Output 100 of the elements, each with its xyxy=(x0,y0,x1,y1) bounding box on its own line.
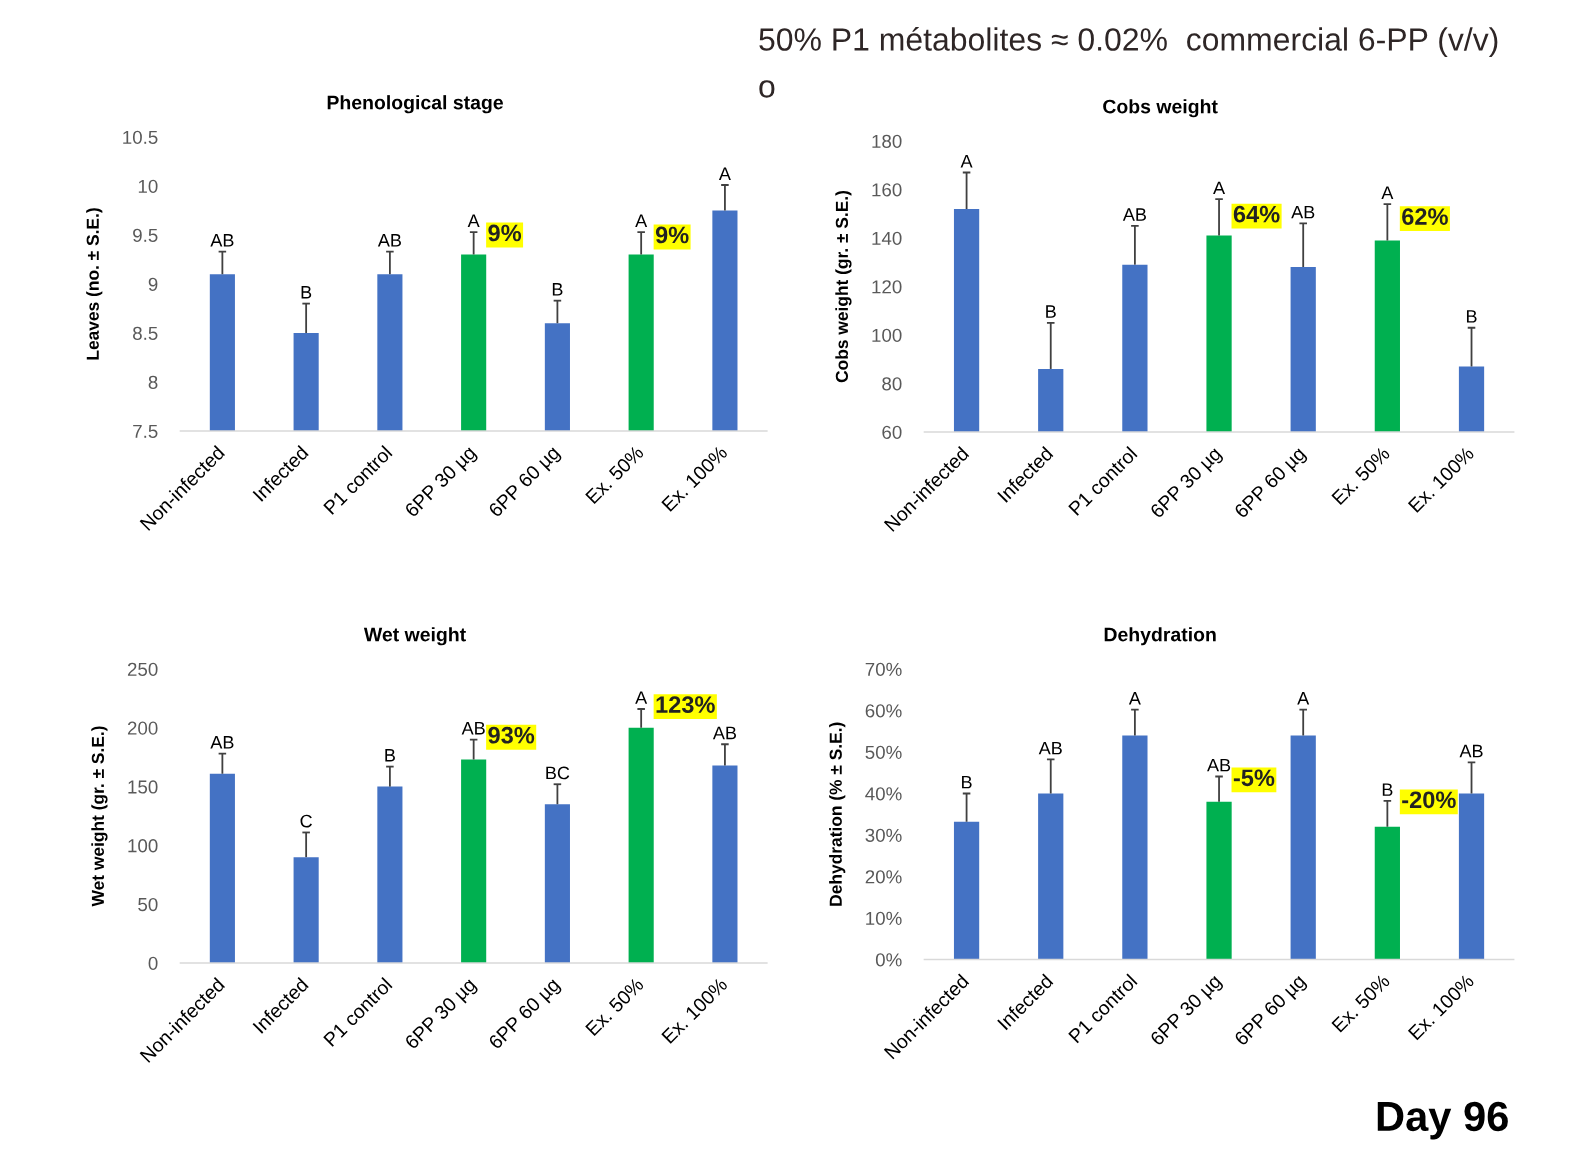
data-label: AB xyxy=(1038,741,1062,755)
x-tick-label: 6PP 30 µg xyxy=(404,445,480,521)
y-tick-label: 180 xyxy=(872,134,902,148)
data-label: A xyxy=(635,214,648,227)
bar xyxy=(461,759,487,963)
bar xyxy=(1290,735,1316,960)
bar xyxy=(1374,826,1400,960)
y-tick-label: 150 xyxy=(128,780,158,794)
data-label: B xyxy=(552,283,563,296)
y-tick-label: 50 xyxy=(138,897,158,912)
data-label: AB xyxy=(210,736,234,749)
y-tick-label: 60 xyxy=(882,425,902,439)
y-tick-label: 100 xyxy=(872,328,902,342)
x-tick-label: Ex. 50% xyxy=(585,976,645,1037)
annotation: 62% xyxy=(1402,208,1448,225)
data-label: B xyxy=(1466,310,1477,323)
annotation: -5% xyxy=(1233,769,1275,787)
y-tick-label: 120 xyxy=(872,280,902,294)
y-tick-label: 8.5 xyxy=(133,326,158,340)
data-label: BC xyxy=(546,766,570,780)
x-tick-label: Ex. 50% xyxy=(585,444,645,505)
bar xyxy=(293,857,319,963)
annotation: 64% xyxy=(1233,205,1280,223)
x-tick-label: 6PP 60 µg xyxy=(1233,973,1309,1049)
y-tick-label: 30% xyxy=(865,828,902,842)
data-label: AB xyxy=(1459,744,1483,758)
bar xyxy=(712,765,738,963)
chart-title: Wet weight xyxy=(363,627,466,646)
x-tick-label: 6PP 60 µg xyxy=(1233,446,1309,522)
chart-title: Phenological stage xyxy=(327,95,503,114)
data-label: B xyxy=(385,749,395,762)
data-label: A xyxy=(718,167,731,180)
bar xyxy=(209,773,235,963)
y-tick-label: 80 xyxy=(882,377,902,391)
data-label: AB xyxy=(1122,208,1146,221)
data-label: AB xyxy=(1207,758,1231,772)
annotation: 123% xyxy=(656,696,715,713)
data-label: C xyxy=(300,814,312,828)
y-tick-label: 10.5 xyxy=(123,130,158,144)
data-label: A xyxy=(1128,692,1141,705)
bar xyxy=(1206,801,1232,960)
data-label: AB xyxy=(210,234,234,247)
text: 50% P1 métabolites ≈ 0.02% commercial 6-PP (v/v) xyxy=(759,26,1498,58)
x-tick-label: 6PP 30 µg xyxy=(1149,973,1225,1049)
y-axis-title: Wet weight (gr. ± S.E.) xyxy=(91,726,108,907)
x-tick-label: 6PP 30 µg xyxy=(1149,446,1225,522)
annotation: 9% xyxy=(655,226,689,244)
annotation: 93% xyxy=(488,726,535,744)
x-tick-label: 6PP 30 µg xyxy=(404,977,480,1053)
x-tick-label: Ex. 50% xyxy=(1331,445,1391,506)
data-label: AB xyxy=(377,234,401,247)
chart-title: Cobs weight xyxy=(1103,99,1218,118)
y-tick-label: 160 xyxy=(872,183,902,197)
data-label: A xyxy=(1297,692,1310,705)
y-tick-label: 140 xyxy=(872,231,902,245)
bar xyxy=(1122,735,1148,960)
data-label: A xyxy=(635,691,648,704)
y-tick-label: 10 xyxy=(138,179,158,193)
y-tick-label: 50% xyxy=(865,745,902,759)
y-tick-label: 100 xyxy=(128,839,158,853)
y-tick-label: 250 xyxy=(127,662,158,676)
annotation: -20% xyxy=(1402,791,1456,809)
x-tick-label: 6PP 60 µg xyxy=(487,977,563,1053)
y-axis-title: Leaves (no. ± S.E.) xyxy=(86,208,103,360)
y-tick-label: 0% xyxy=(875,953,902,967)
y-tick-label: 0 xyxy=(148,956,158,970)
y-tick-label: 9.5 xyxy=(133,228,158,242)
data-label: B xyxy=(962,775,972,789)
y-tick-label: 7.5 xyxy=(133,424,158,438)
y-tick-label: 10% xyxy=(866,911,902,925)
text: Day 96 xyxy=(1377,1101,1508,1140)
bar xyxy=(1458,793,1485,960)
annotation: 9% xyxy=(488,224,522,242)
y-tick-label: 70% xyxy=(865,662,902,676)
y-tick-label: 200 xyxy=(127,721,158,735)
chart-title: Dehydration xyxy=(1104,627,1216,646)
x-tick-label: Ex. 50% xyxy=(1331,973,1391,1033)
y-tick-label: 60% xyxy=(865,704,902,718)
data-label: AB xyxy=(1291,205,1315,219)
y-tick-label: 8 xyxy=(148,375,158,389)
y-tick-label: 20% xyxy=(865,870,902,884)
data-label: B xyxy=(1046,305,1056,318)
bar xyxy=(953,821,980,960)
data-label: B xyxy=(1382,783,1393,796)
bar xyxy=(1038,793,1064,960)
bar xyxy=(544,804,570,963)
data-label: A xyxy=(1213,181,1226,195)
y-axis-title: Cobs weight (gr. ± S.E.) xyxy=(835,190,852,383)
data-label: A xyxy=(960,154,973,168)
data-label: A xyxy=(1381,186,1394,199)
y-axis-title: Dehydration (% ± S.E.) xyxy=(829,722,846,906)
text: o xyxy=(759,80,775,98)
bar xyxy=(377,786,403,963)
x-tick-label: 6PP 60 µg xyxy=(487,445,563,521)
data-label: B xyxy=(301,286,312,299)
y-tick-label: 40% xyxy=(865,787,902,801)
y-tick-label: 9 xyxy=(148,277,158,291)
data-label: AB xyxy=(712,726,737,740)
data-label: A xyxy=(467,214,480,227)
data-label: AB xyxy=(461,722,485,735)
